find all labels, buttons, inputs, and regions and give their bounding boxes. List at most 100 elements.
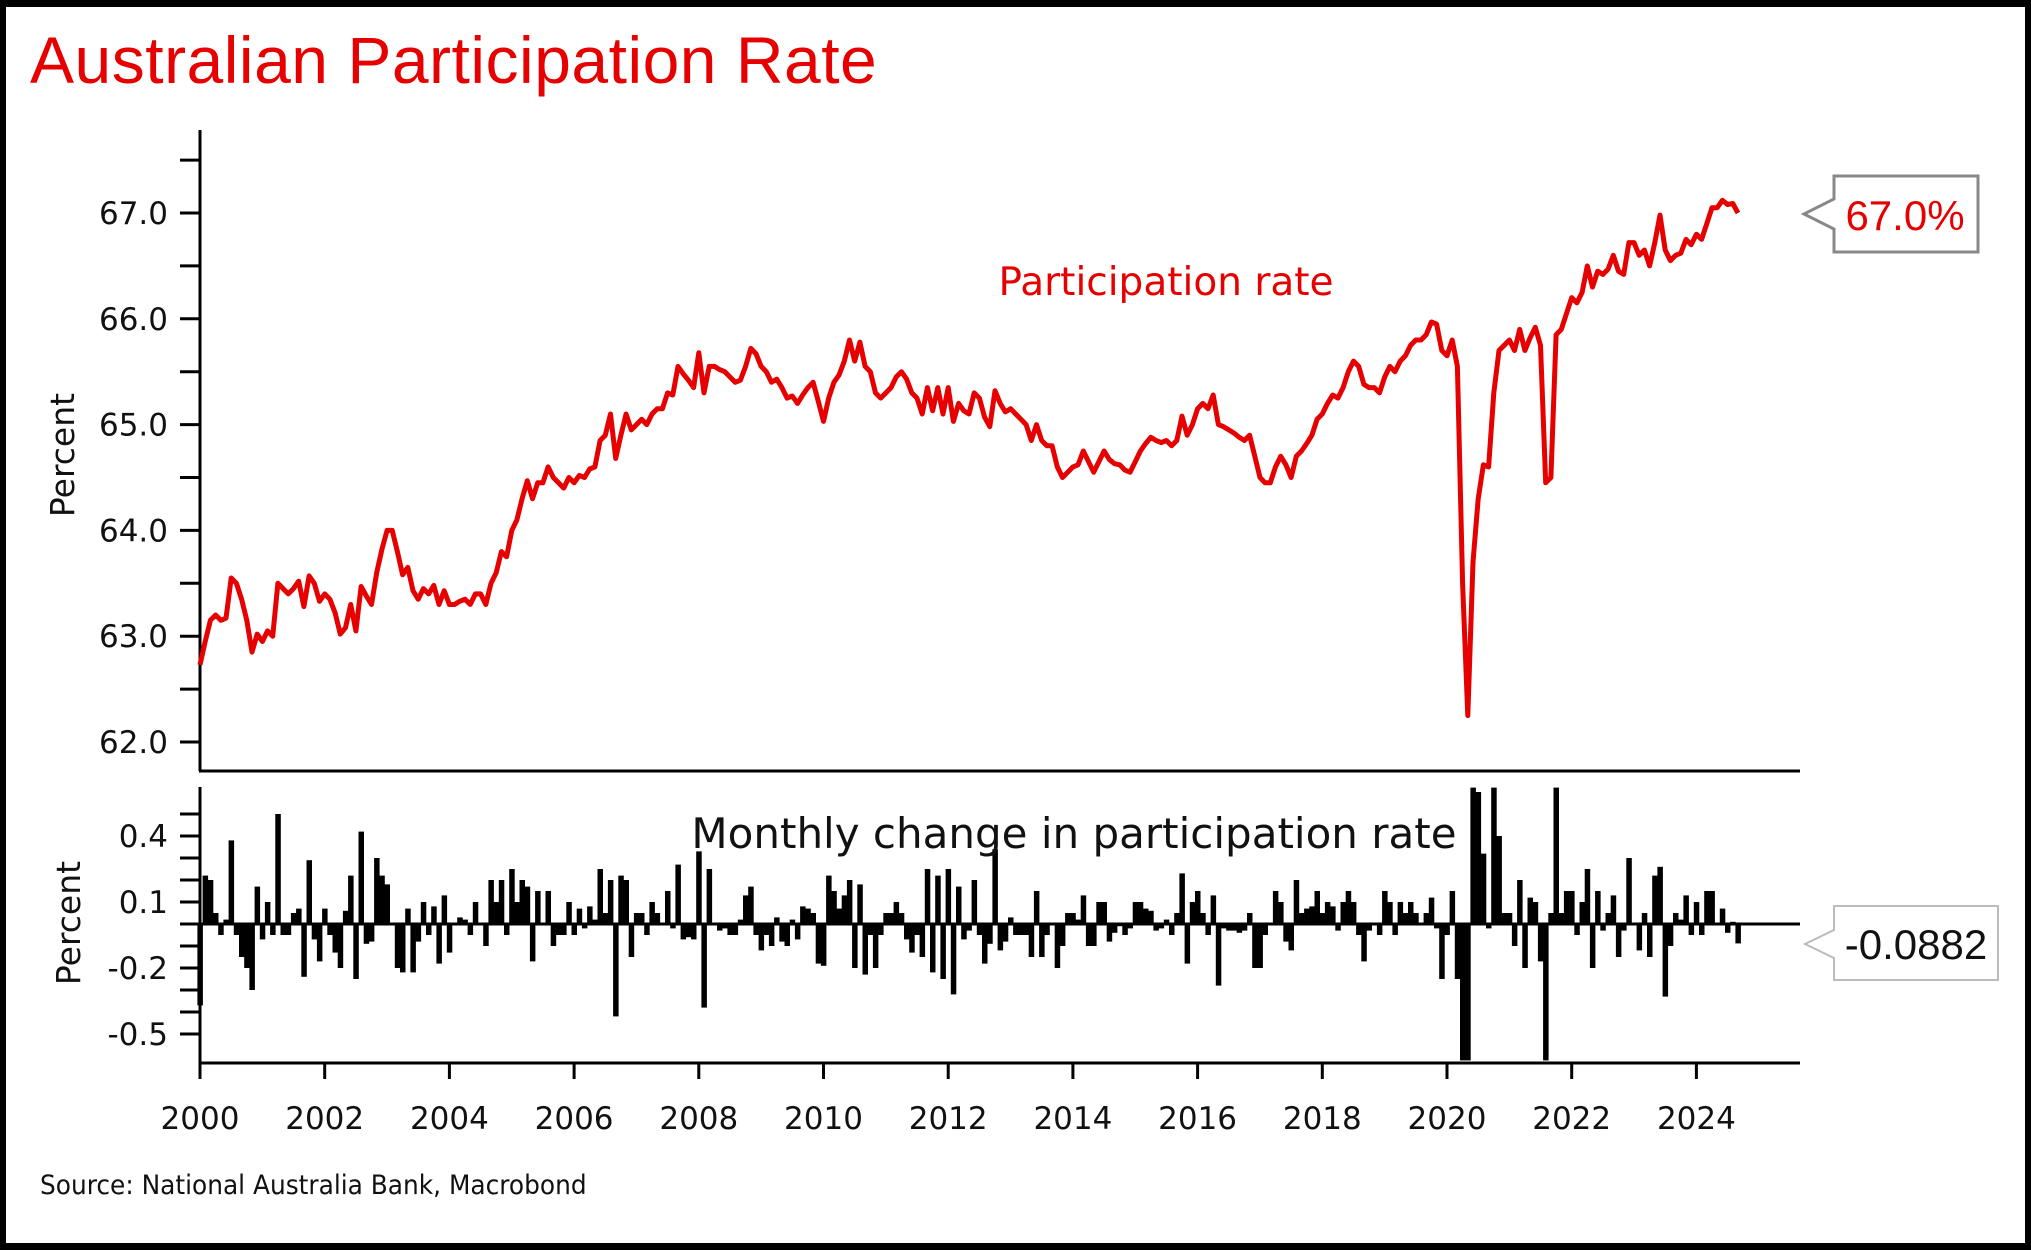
monthly-change-bar: [1059, 924, 1066, 946]
x-tick-label: 2008: [659, 1101, 738, 1137]
monthly-change-bar: [504, 924, 510, 935]
monthly-change-bar: [1387, 902, 1393, 924]
monthly-change-bar: [1449, 891, 1456, 924]
monthly-change-bar: [768, 924, 775, 946]
monthly-change-bar: [1028, 924, 1035, 957]
monthly-change-bar: [607, 880, 614, 924]
monthly-change-bar: [327, 924, 333, 935]
monthly-change-bar: [613, 924, 619, 1017]
monthly-change-bar: [1231, 924, 1237, 931]
monthly-change-bar: [561, 924, 567, 935]
monthly-change-bar: [1044, 924, 1050, 935]
monthly-change-bar: [644, 924, 650, 935]
monthly-change-bar: [935, 875, 941, 924]
x-tick-label: 2002: [285, 1101, 364, 1137]
monthly-change-bar: [1008, 917, 1014, 924]
monthly-change-bar: [1070, 913, 1076, 924]
monthly-change-bar: [1221, 924, 1227, 929]
monthly-change-bar: [670, 924, 676, 929]
x-tick-label: 2016: [1158, 1101, 1237, 1137]
monthly-change-bar: [971, 880, 978, 924]
monthly-change-bar: [1444, 924, 1450, 935]
monthly-change-bar: [862, 924, 868, 975]
monthly-change-bar: [218, 924, 224, 935]
monthly-change-bar: [576, 908, 583, 924]
monthly-change-bar: [987, 924, 993, 944]
monthly-change-bar: [1641, 913, 1648, 924]
top-callout-value: 67.0%: [1845, 192, 1964, 239]
monthly-change-bar: [1548, 913, 1554, 924]
x-tick-label: 2006: [535, 1101, 614, 1137]
monthly-change-bar: [275, 814, 281, 924]
monthly-change-bar: [545, 891, 551, 924]
monthly-change-bar: [815, 924, 822, 964]
monthly-change-bar: [800, 906, 806, 924]
source-note: Source: National Australia Bank, Macrobo…: [40, 1170, 587, 1201]
monthly-change-bar: [1563, 891, 1570, 924]
monthly-change-bar: [1725, 924, 1731, 933]
monthly-change-bar: [280, 924, 286, 935]
monthly-change-bar: [1293, 880, 1300, 924]
monthly-change-bar: [867, 924, 874, 935]
monthly-change-bar: [1065, 913, 1071, 924]
monthly-change-bar: [919, 924, 926, 957]
monthly-change-bar: [1647, 924, 1653, 957]
monthly-change-bar: [1252, 924, 1258, 968]
monthly-change-bar: [1402, 913, 1409, 924]
monthly-change-bar: [322, 908, 328, 924]
monthly-change-bar: [618, 875, 624, 924]
monthly-change-bar: [888, 913, 894, 924]
monthly-change-bar: [197, 924, 203, 1006]
monthly-change-bar: [1527, 897, 1533, 924]
monthly-change-bar: [722, 924, 728, 929]
monthly-change-bar: [1345, 891, 1352, 924]
monthly-change-bar: [1226, 924, 1232, 931]
monthly-change-bar: [753, 924, 759, 935]
monthly-change-bar: [743, 895, 749, 924]
monthly-change-bar: [1434, 924, 1440, 929]
monthly-change-bar: [1522, 924, 1528, 968]
monthly-change-bar: [301, 924, 307, 977]
monthly-change-bar: [1517, 880, 1523, 924]
monthly-change-bar: [1589, 924, 1596, 968]
x-tick-label: 2018: [1283, 1101, 1362, 1137]
monthly-change-bar: [1361, 924, 1367, 962]
monthly-change-bar: [1195, 891, 1201, 924]
monthly-change-bar: [758, 924, 765, 951]
x-tick-label: 2014: [1033, 1101, 1112, 1137]
monthly-change-bar: [446, 924, 453, 953]
monthly-change-bar: [1600, 924, 1606, 931]
monthly-change-bar: [1080, 895, 1087, 924]
monthly-change-bar: [1615, 924, 1622, 957]
monthly-change-bar: [940, 924, 946, 979]
monthly-change-bar: [685, 924, 692, 938]
monthly-change-bar: [1350, 902, 1357, 924]
monthly-change-bar: [550, 924, 557, 946]
monthly-change-bar: [841, 895, 848, 924]
top-y-axis-title: Percent: [43, 393, 82, 517]
monthly-change-bar: [259, 924, 266, 940]
monthly-change-bar: [623, 880, 629, 924]
monthly-change-bar: [415, 924, 422, 942]
monthly-change-bar: [457, 917, 463, 924]
monthly-change-bar: [872, 924, 879, 968]
monthly-change-bar: [1127, 924, 1133, 929]
monthly-change-bar: [1106, 924, 1113, 942]
monthly-change-bar: [1054, 924, 1061, 968]
monthly-change-bar: [1584, 869, 1591, 924]
monthly-change-bar: [1137, 902, 1144, 924]
monthly-change-bar: [1683, 895, 1689, 924]
monthly-change-bar: [566, 902, 572, 924]
participation-rate-line: [197, 197, 1741, 718]
monthly-change-bar: [717, 924, 723, 931]
monthly-change-bar: [1709, 891, 1715, 924]
monthly-change-bar: [1667, 924, 1674, 946]
monthly-change-bar: [1033, 891, 1040, 924]
monthly-change-bar: [316, 924, 323, 962]
monthly-change-bar: [1428, 897, 1435, 924]
monthly-change-bar: [737, 919, 744, 924]
bottom-panel: -0.5 -0.2 0.1 0.4: [108, 787, 1800, 1063]
monthly-change-bar: [1382, 891, 1388, 924]
monthly-change-bar: [1018, 924, 1024, 935]
